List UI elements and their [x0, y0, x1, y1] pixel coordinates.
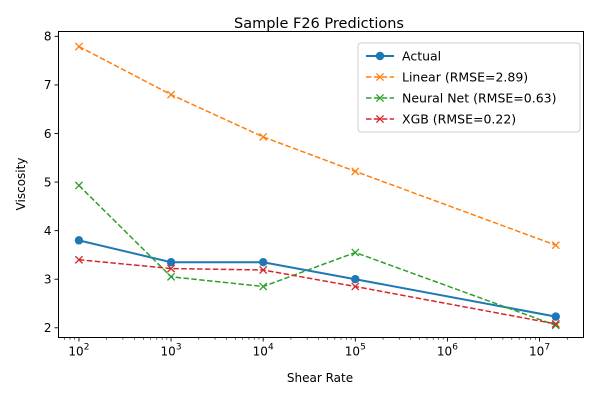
data-point-linear: [166, 90, 176, 99]
y-tick-label: 6: [44, 127, 52, 141]
data-point-linear: [259, 132, 268, 141]
x-tick-label: 105: [345, 343, 366, 359]
x-axis-label: Shear Rate: [287, 371, 353, 385]
data-point-linear: [551, 241, 560, 250]
data-point-linear: [74, 42, 83, 51]
x-tick-label: 106: [437, 343, 458, 359]
x-tick-label: 107: [529, 343, 550, 359]
data-point-actual: [258, 258, 268, 267]
legend-marker: [375, 114, 385, 124]
data-point-actual: [166, 258, 176, 267]
chart-title: Sample F26 Predictions: [234, 16, 404, 32]
series-line-xgb: [78, 259, 556, 325]
data-point-actual: [351, 275, 360, 284]
data-point-actual: [551, 312, 560, 321]
data-point-xgb: [551, 319, 560, 328]
y-tick-label: 7: [44, 78, 52, 92]
legend-label: Linear (RMSE=2.89): [402, 70, 528, 85]
legend-label: Neural Net (RMSE=0.63): [402, 91, 557, 106]
legend-marker: [375, 51, 385, 61]
legend-label: Actual: [402, 49, 441, 64]
data-point-neural-net: [551, 321, 560, 330]
plot-area-frame: [58, 31, 584, 338]
legend-item-actual: Actual: [366, 49, 441, 64]
legend-item-neural-net: Neural Net (RMSE=0.63): [366, 91, 557, 106]
legend-label: XGB (RMSE=0.22): [402, 112, 516, 127]
x-tick-label: 102: [68, 343, 89, 359]
series-line-neural-net: [78, 184, 557, 327]
x-tick-label: 103: [161, 343, 182, 359]
y-tick-label: 2: [44, 321, 52, 335]
series-line-linear: [78, 45, 557, 246]
y-tick-label: 3: [44, 273, 52, 287]
legend-item-linear: Linear (RMSE=2.89): [366, 70, 528, 85]
y-axis-label: Viscosity: [14, 158, 28, 211]
data-point-linear: [351, 167, 360, 176]
data-point-neural-net: [74, 181, 83, 190]
data-point-xgb: [166, 264, 176, 273]
data-point-neural-net: [259, 282, 268, 291]
data-point-xgb: [259, 265, 268, 275]
data-point-xgb: [351, 282, 360, 291]
data-point-neural-net: [166, 272, 176, 281]
y-tick-label: 4: [44, 224, 52, 238]
legend-marker: [375, 72, 385, 82]
series-line-actual: [78, 239, 556, 318]
legend-item-xgb: XGB (RMSE=0.22): [366, 112, 516, 127]
data-point-xgb: [74, 255, 83, 264]
legend-marker: [375, 93, 385, 103]
x-tick-label: 104: [253, 343, 274, 359]
legend: Actual Linear (RMSE=2.89) Neural Net (RMSE…: [357, 42, 581, 133]
data-point-neural-net: [351, 248, 360, 257]
y-tick-label: 5: [44, 175, 52, 189]
data-point-actual: [74, 236, 84, 245]
legend-frame: [357, 42, 581, 133]
y-tick-label: 8: [44, 30, 52, 44]
